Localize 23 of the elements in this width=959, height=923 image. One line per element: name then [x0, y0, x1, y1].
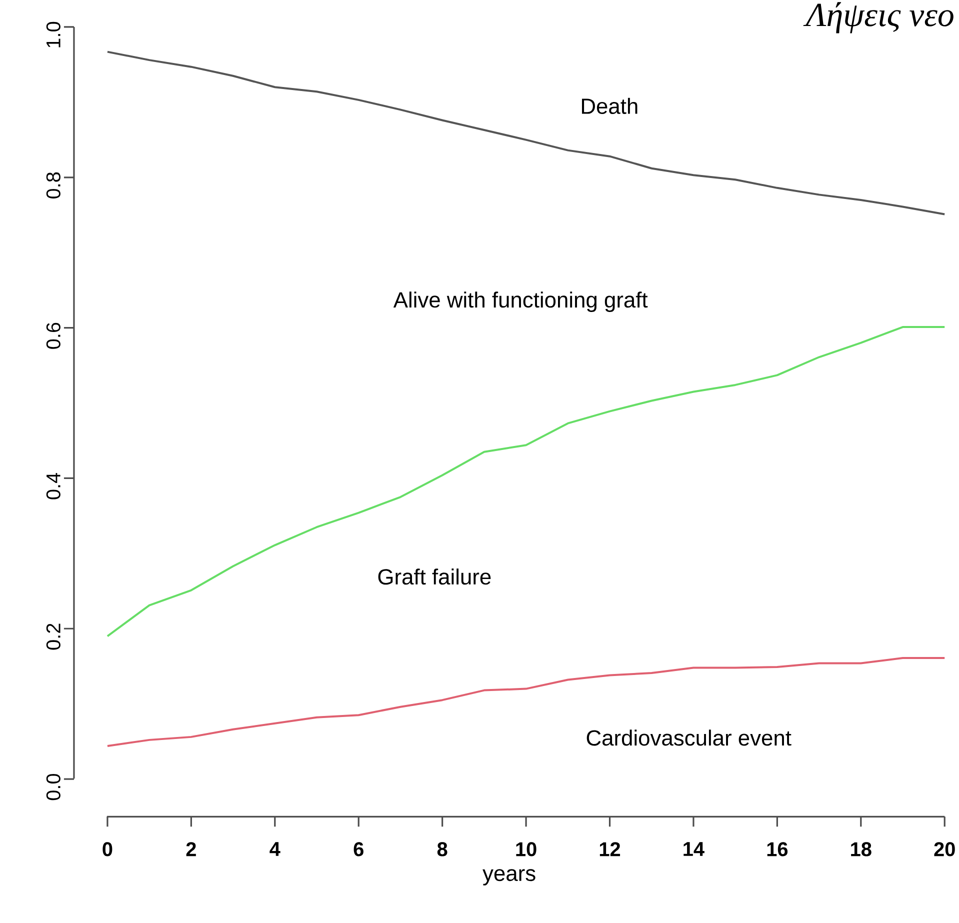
- x-tick-label: 14: [684, 842, 704, 856]
- y-tick-label: 0.6: [46, 323, 60, 350]
- y-tick-label: 1.0: [46, 22, 60, 48]
- x-tick-label: 12: [600, 842, 620, 856]
- annotation: Graft failure: [378, 568, 491, 585]
- x-tick-label: 6: [354, 842, 364, 856]
- x-tick-label: 4: [270, 842, 280, 856]
- y-tick-label: 0.4: [46, 473, 60, 500]
- annotation: Death: [582, 98, 638, 114]
- x-tick-label: 20: [934, 842, 955, 856]
- x-tick-label: 18: [851, 842, 872, 856]
- annotation: Alive with functioning graft: [393, 292, 648, 312]
- y-tick-label: 0.8: [46, 172, 60, 199]
- chart-title: Λήψεις νεο: [803, 2, 954, 34]
- annotation: Cardiovascular event: [586, 730, 792, 746]
- x-tick-label: 10: [516, 842, 536, 856]
- x-tick-label: 0: [102, 842, 112, 856]
- x-tick-label: 8: [437, 842, 448, 856]
- x-tick-label: 16: [767, 842, 788, 856]
- y-tick-label: 0.0: [46, 774, 60, 800]
- y-tick-label: 0.2: [46, 624, 60, 650]
- x-tick-label: 2: [186, 842, 196, 856]
- x-axis-title: years: [482, 869, 536, 886]
